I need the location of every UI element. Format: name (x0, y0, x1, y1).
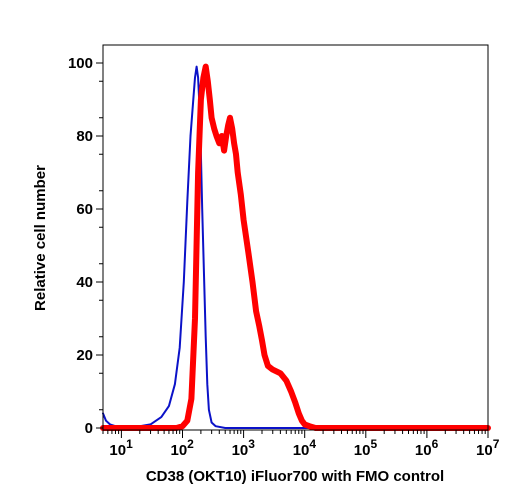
x-tick-label: 101 (109, 437, 133, 459)
x-tick-label: 106 (415, 437, 439, 459)
series-layer (100, 63, 491, 431)
x-tick-label: 103 (232, 437, 256, 459)
x-tick-label: 105 (354, 437, 378, 459)
plot-frame (102, 44, 489, 431)
y-tick-label: 20 (76, 347, 93, 364)
y-tick-label: 60 (76, 201, 93, 218)
y-axis: 0 20 40 60 80 100 (68, 55, 103, 437)
series-line-2 (100, 63, 491, 431)
y-tick-label: 0 (85, 420, 93, 437)
x-tick-label: 104 (293, 437, 317, 459)
y-tick-label: 100 (68, 55, 93, 72)
y-axis-title: Relative cell number (32, 165, 49, 311)
series-line-1 (102, 65, 489, 429)
x-tick-label: 107 (476, 437, 500, 459)
x-axis: 101 102 103 104 105 106 107 (102, 430, 500, 459)
y-tick-label: 80 (76, 128, 93, 145)
x-tick-label: 102 (170, 437, 194, 459)
x-axis-title: CD38 (OKT10) iFluor700 with FMO control (146, 468, 444, 485)
y-tick-label: 40 (76, 274, 93, 291)
